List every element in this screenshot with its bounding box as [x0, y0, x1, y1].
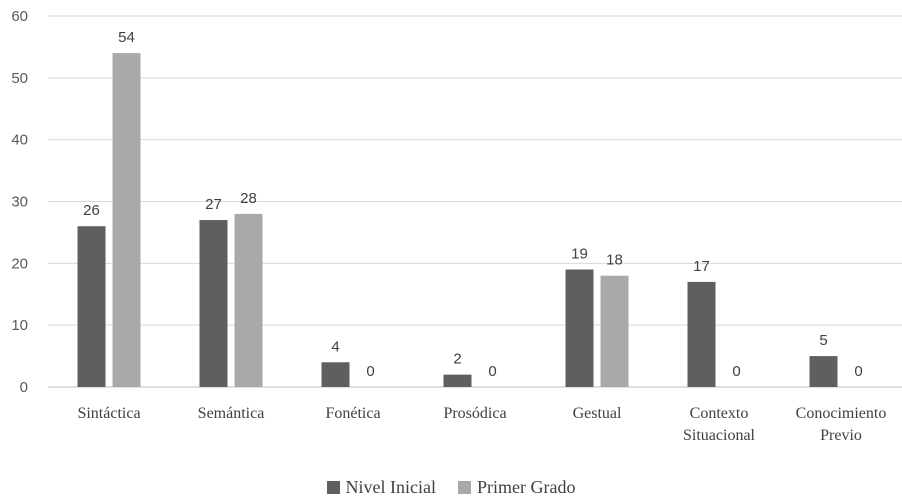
legend-item-primer-grado: Primer Grado	[457, 477, 576, 498]
bar-primer-grado-gestual	[600, 275, 629, 387]
data-label-nivel-inicial-fonetica: 4	[331, 338, 339, 355]
bar-nivel-inicial-fonetica	[321, 362, 350, 387]
x-tick-label-sintactica: Sintáctica	[77, 405, 140, 422]
x-tick-label-conocimiento-previo: Previo	[820, 427, 862, 444]
data-label-primer-grado-sintactica: 54	[118, 29, 135, 46]
legend-label-nivel-inicial: Nivel Inicial	[345, 477, 436, 497]
x-tick-label-fonetica: Fonética	[325, 405, 380, 422]
data-label-nivel-inicial-contexto-situacional: 17	[693, 258, 710, 275]
x-tick-label-contexto-situacional: Contexto	[690, 405, 749, 422]
legend-swatch-nivel-inicial	[326, 481, 340, 494]
x-tick-label-gestual: Gestual	[573, 405, 622, 422]
data-label-nivel-inicial-prosodica: 2	[453, 351, 461, 368]
x-tick-label-contexto-situacional: Situacional	[683, 427, 756, 444]
bar-primer-grado-sintactica	[112, 53, 141, 387]
y-tick-label: 30	[11, 194, 28, 211]
data-label-nivel-inicial-semantica: 27	[205, 196, 222, 213]
x-tick-label-semantica: Semántica	[198, 405, 265, 422]
y-tick-label: 60	[11, 8, 28, 25]
y-tick-label: 50	[11, 70, 28, 87]
data-label-nivel-inicial-conocimiento-previo: 5	[819, 332, 827, 349]
bar-primer-grado-semantica	[234, 213, 263, 387]
legend-swatch-primer-grado	[457, 481, 471, 494]
legend-label-primer-grado: Primer Grado	[476, 477, 576, 497]
data-label-primer-grado-prosodica: 0	[488, 363, 496, 380]
data-label-nivel-inicial-gestual: 19	[571, 246, 588, 263]
data-label-primer-grado-conocimiento-previo: 0	[854, 363, 862, 380]
x-tick-label-conocimiento-previo: Conocimiento	[796, 405, 887, 422]
bar-nivel-inicial-conocimiento-previo	[809, 356, 838, 387]
data-label-primer-grado-semantica: 28	[240, 190, 257, 207]
data-label-primer-grado-fonetica: 0	[366, 363, 374, 380]
bar-nivel-inicial-contexto-situacional	[687, 281, 716, 387]
data-label-primer-grado-contexto-situacional: 0	[732, 363, 740, 380]
bar-nivel-inicial-sintactica	[77, 226, 106, 387]
y-tick-label: 0	[20, 379, 28, 396]
y-tick-label: 10	[11, 317, 28, 334]
bar-nivel-inicial-prosodica	[443, 374, 472, 387]
y-tick-label: 40	[11, 132, 28, 149]
data-label-primer-grado-gestual: 18	[606, 252, 623, 269]
legend-item-nivel-inicial: Nivel Inicial	[326, 477, 436, 498]
bar-nivel-inicial-semantica	[199, 220, 228, 387]
x-tick-label-prosodica: Prosódica	[443, 405, 506, 422]
data-label-nivel-inicial-sintactica: 26	[83, 202, 100, 219]
y-tick-label: 20	[11, 255, 28, 272]
bar-nivel-inicial-gestual	[565, 269, 594, 387]
legend: Nivel Inicial Primer Grado	[0, 477, 902, 498]
